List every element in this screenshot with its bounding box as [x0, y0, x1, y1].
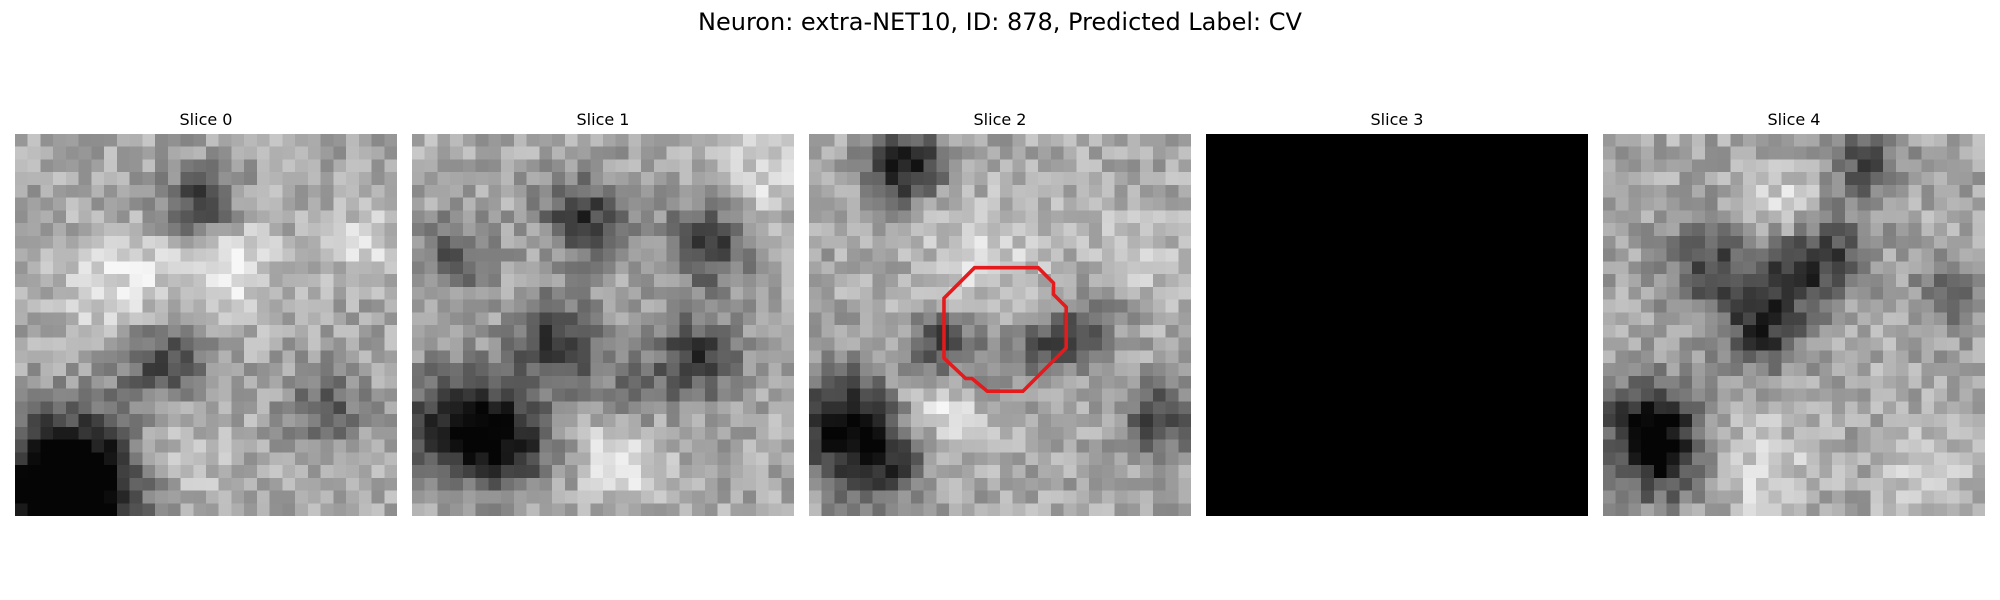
slice-title: Slice 2 — [973, 110, 1027, 129]
pixel-grid — [1603, 134, 1985, 516]
blank-slice — [1206, 134, 1588, 516]
slice-title: Slice 1 — [576, 110, 630, 129]
slice-image — [412, 134, 794, 516]
slice-title: Slice 0 — [179, 110, 233, 129]
slice-image — [15, 134, 397, 516]
slice-image — [1603, 134, 1985, 516]
roi-outline — [942, 265, 1068, 393]
slice-image — [1206, 134, 1588, 516]
slice-title: Slice 3 — [1370, 110, 1424, 129]
pixel-grid — [412, 134, 794, 516]
pixel-grid — [809, 134, 1191, 516]
slice-image — [809, 134, 1191, 516]
pixel-grid — [15, 134, 397, 516]
figure-title: Neuron: extra-NET10, ID: 878, Predicted … — [698, 8, 1302, 36]
slice-title: Slice 4 — [1767, 110, 1821, 129]
